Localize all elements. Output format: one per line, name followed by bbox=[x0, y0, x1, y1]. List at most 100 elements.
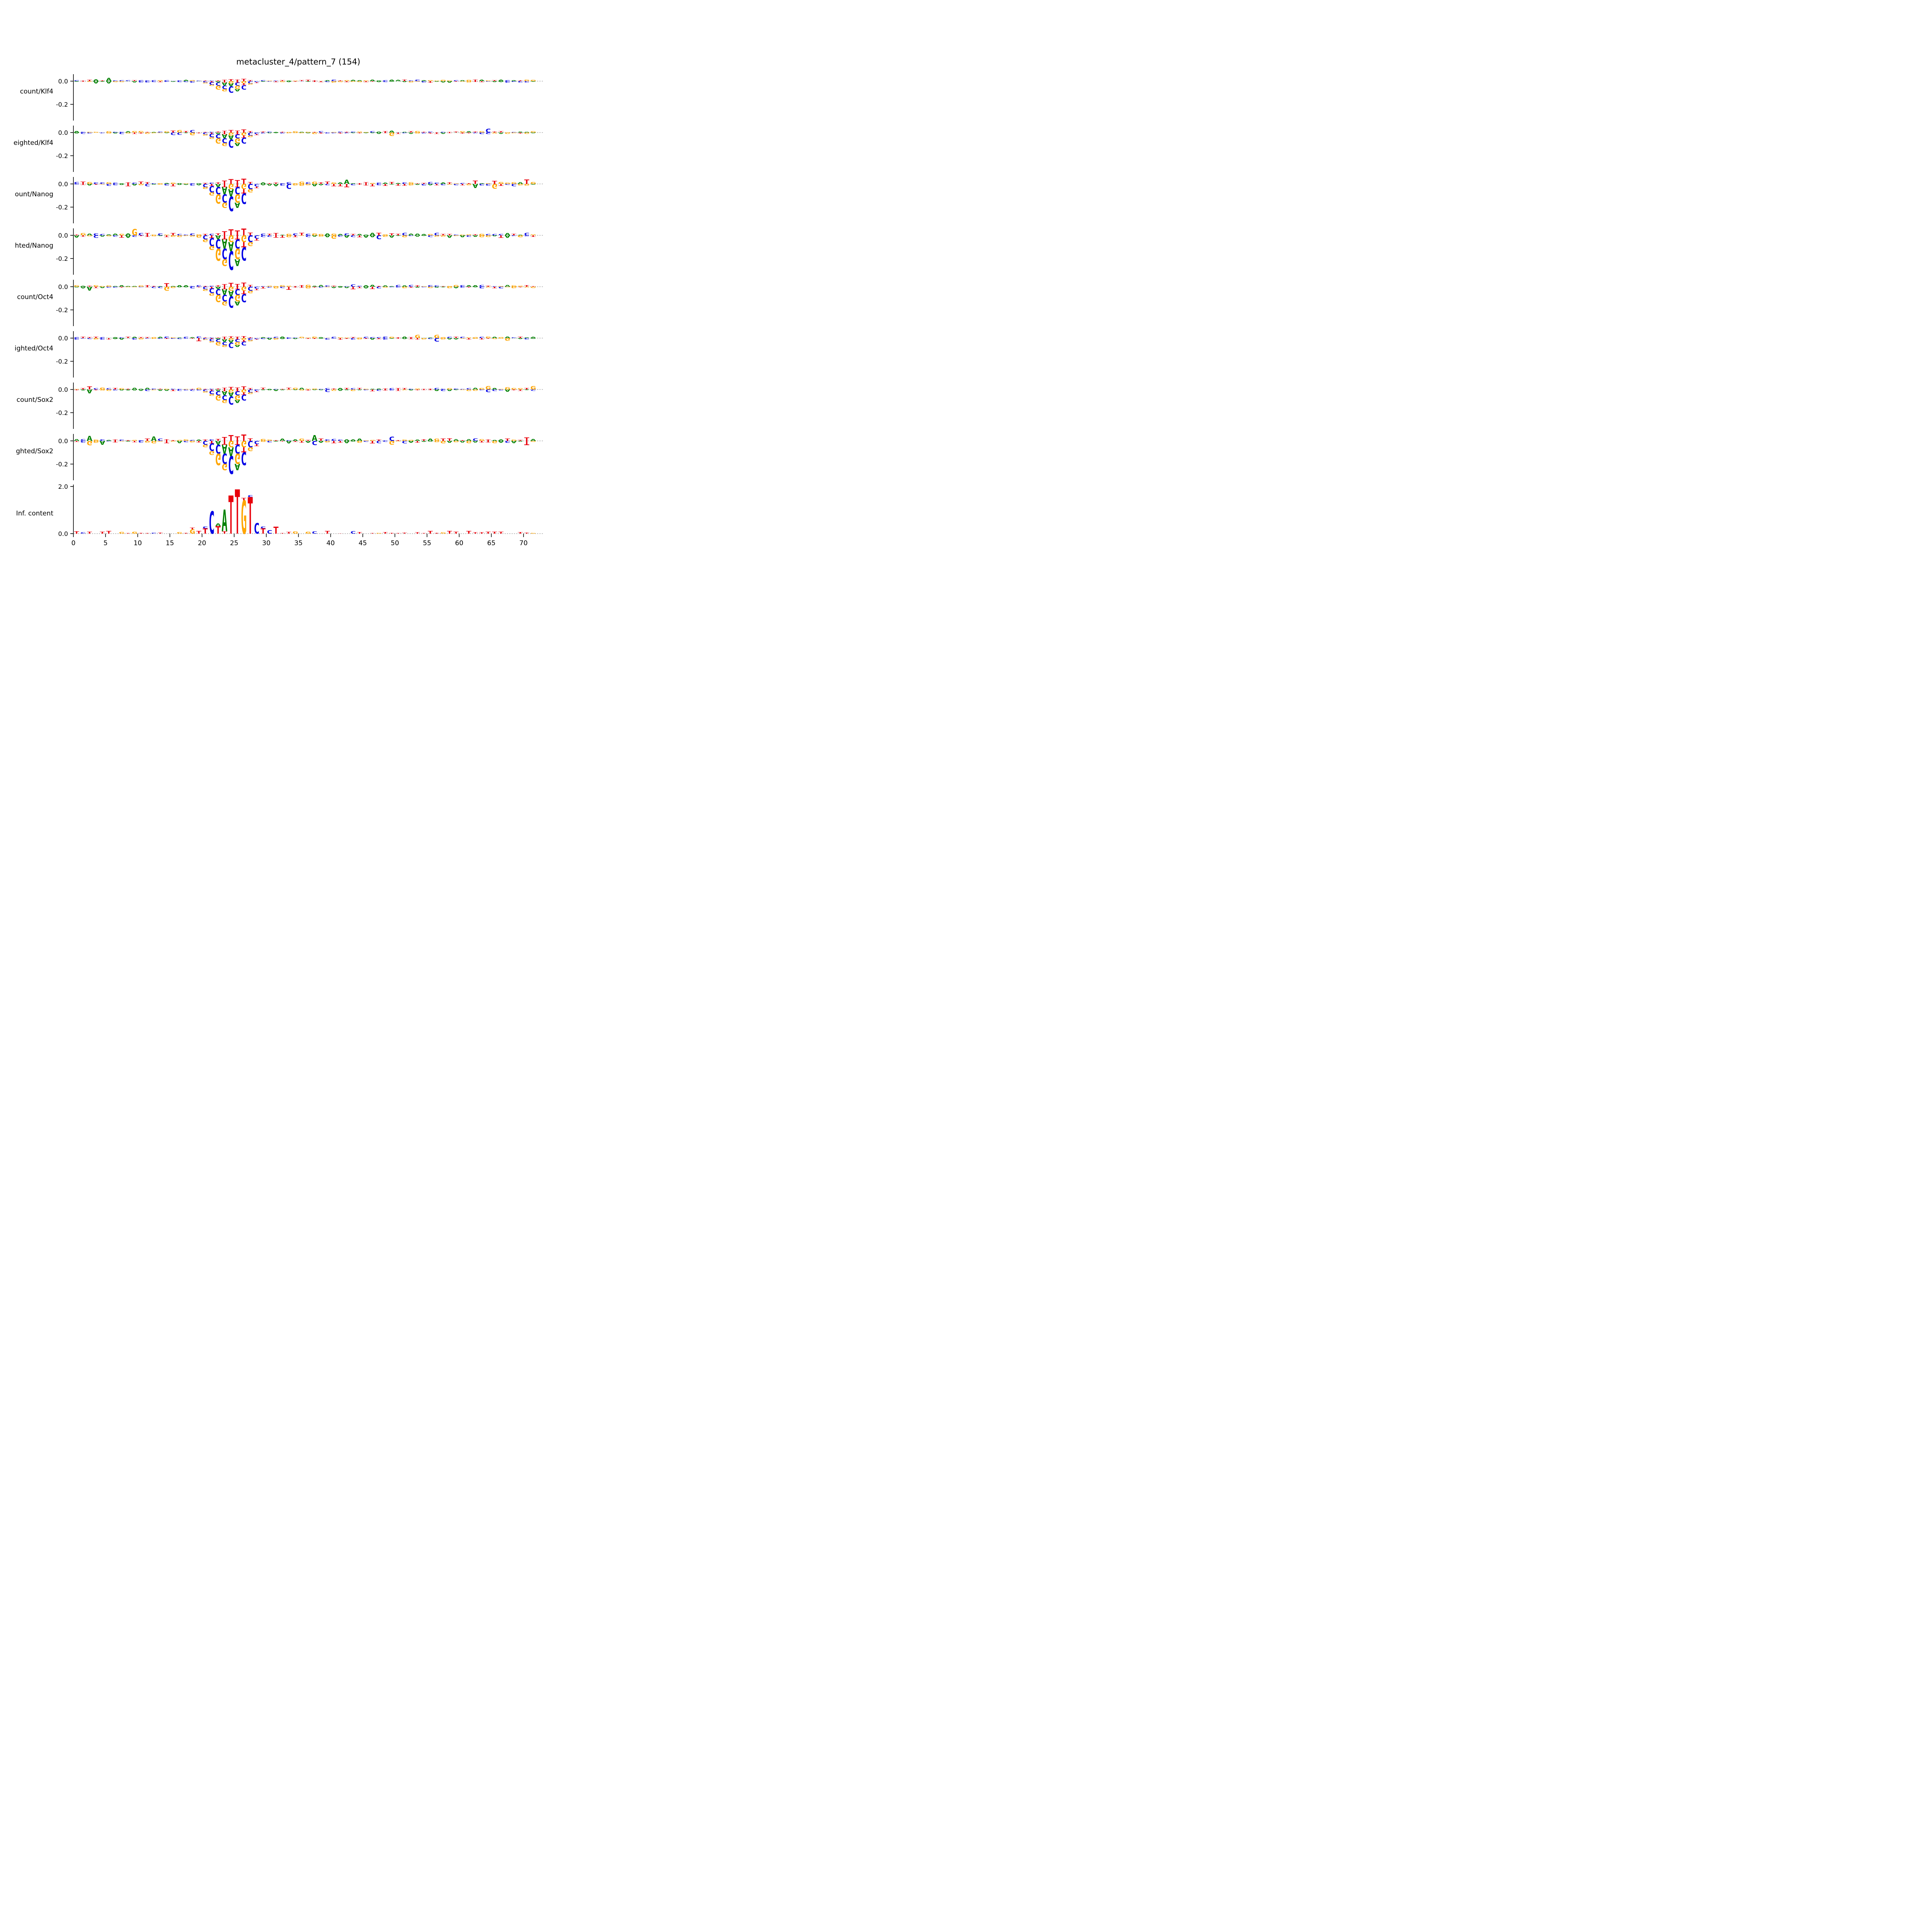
svg-text:G: G bbox=[222, 344, 228, 347]
svg-text:A: A bbox=[505, 285, 510, 287]
y-tick-label: -0.2 bbox=[56, 255, 68, 262]
svg-text:G: G bbox=[337, 337, 343, 338]
svg-text:A: A bbox=[87, 286, 92, 292]
svg-text:C: C bbox=[74, 80, 80, 82]
svg-text:T: T bbox=[517, 440, 523, 441]
svg-text:G: G bbox=[119, 234, 124, 236]
svg-text:G: G bbox=[459, 338, 465, 339]
svg-text:C: C bbox=[247, 131, 253, 136]
svg-text:G: G bbox=[138, 131, 144, 133]
svg-text:C: C bbox=[222, 191, 228, 204]
svg-text:A: A bbox=[389, 81, 395, 82]
svg-text:T: T bbox=[267, 183, 272, 184]
svg-text:C: C bbox=[209, 286, 214, 287]
svg-text:T: T bbox=[479, 338, 485, 340]
svg-text:T: T bbox=[479, 81, 485, 82]
svg-text:G: G bbox=[383, 235, 388, 237]
svg-text:A: A bbox=[389, 80, 395, 82]
svg-text:T: T bbox=[427, 389, 433, 390]
svg-text:C: C bbox=[209, 389, 214, 390]
svg-text:T: T bbox=[383, 532, 388, 534]
svg-text:A: A bbox=[99, 81, 105, 82]
svg-text:A: A bbox=[196, 183, 202, 184]
svg-text:A: A bbox=[189, 337, 195, 338]
svg-text:C: C bbox=[228, 245, 234, 275]
svg-text:T: T bbox=[459, 184, 465, 185]
svg-text:T: T bbox=[215, 439, 221, 442]
svg-text:T: T bbox=[299, 80, 304, 82]
svg-text:A: A bbox=[99, 440, 105, 446]
svg-text:T: T bbox=[157, 389, 163, 390]
svg-text:C: C bbox=[485, 388, 491, 393]
svg-text:C: C bbox=[93, 182, 99, 185]
svg-text:A: A bbox=[138, 389, 144, 390]
svg-text:G: G bbox=[209, 84, 214, 86]
svg-text:T: T bbox=[228, 228, 234, 238]
svg-text:C: C bbox=[112, 132, 118, 133]
svg-text:G: G bbox=[93, 132, 99, 133]
svg-text:A: A bbox=[312, 286, 318, 287]
svg-text:T: T bbox=[273, 525, 279, 536]
svg-text:T: T bbox=[241, 336, 247, 339]
svg-text:A: A bbox=[415, 184, 420, 185]
svg-text:T: T bbox=[331, 183, 337, 187]
svg-text:A: A bbox=[357, 389, 362, 390]
svg-text:C: C bbox=[99, 439, 105, 441]
svg-text:C: C bbox=[415, 79, 420, 82]
svg-text:A: A bbox=[312, 389, 318, 390]
svg-text:G: G bbox=[401, 235, 407, 238]
svg-text:C: C bbox=[151, 388, 157, 390]
svg-text:C: C bbox=[254, 81, 260, 83]
svg-text:T: T bbox=[247, 182, 253, 185]
svg-text:C: C bbox=[145, 183, 150, 187]
svg-text:T: T bbox=[164, 282, 170, 288]
svg-text:C: C bbox=[241, 291, 247, 304]
svg-text:T: T bbox=[466, 132, 472, 133]
svg-text:C: C bbox=[376, 337, 382, 338]
svg-text:A: A bbox=[350, 439, 356, 442]
svg-text:C: C bbox=[241, 136, 247, 145]
svg-text:G: G bbox=[524, 132, 530, 134]
svg-text:G: G bbox=[99, 286, 105, 287]
svg-text:C: C bbox=[228, 341, 234, 349]
svg-text:G: G bbox=[151, 338, 157, 339]
svg-text:T: T bbox=[222, 286, 228, 290]
svg-text:C: C bbox=[189, 440, 195, 442]
svg-text:T: T bbox=[337, 533, 343, 534]
svg-text:C: C bbox=[286, 338, 292, 339]
svg-text:T: T bbox=[453, 81, 459, 82]
svg-text:G: G bbox=[312, 336, 318, 338]
svg-text:T: T bbox=[369, 389, 375, 391]
svg-text:A: A bbox=[112, 286, 118, 287]
svg-text:G: G bbox=[189, 131, 195, 136]
svg-text:T: T bbox=[459, 132, 465, 134]
svg-text:T: T bbox=[293, 235, 298, 237]
svg-text:T: T bbox=[395, 388, 401, 390]
svg-text:A: A bbox=[157, 235, 163, 236]
svg-text:C: C bbox=[164, 337, 170, 339]
svg-text:C: C bbox=[260, 80, 266, 82]
svg-text:T: T bbox=[337, 132, 343, 134]
svg-text:C: C bbox=[222, 137, 228, 144]
svg-text:G: G bbox=[202, 289, 208, 291]
svg-text:T: T bbox=[447, 234, 452, 236]
svg-text:T: T bbox=[421, 132, 427, 133]
svg-text:A: A bbox=[325, 80, 330, 82]
svg-text:T: T bbox=[395, 440, 401, 441]
svg-text:C: C bbox=[164, 80, 170, 82]
svg-text:C: C bbox=[479, 285, 485, 287]
svg-text:C: C bbox=[466, 235, 472, 237]
svg-text:G: G bbox=[331, 234, 337, 240]
svg-text:C: C bbox=[189, 286, 195, 289]
svg-text:C: C bbox=[401, 440, 407, 444]
svg-text:A: A bbox=[337, 388, 343, 390]
svg-text:C: C bbox=[453, 80, 459, 82]
svg-text:G: G bbox=[241, 285, 247, 292]
svg-text:G: G bbox=[93, 285, 99, 287]
svg-text:T: T bbox=[363, 81, 369, 83]
svg-text:T: T bbox=[125, 389, 131, 390]
svg-text:A: A bbox=[383, 182, 388, 184]
svg-text:T: T bbox=[408, 337, 414, 338]
svg-text:T: T bbox=[222, 131, 228, 133]
